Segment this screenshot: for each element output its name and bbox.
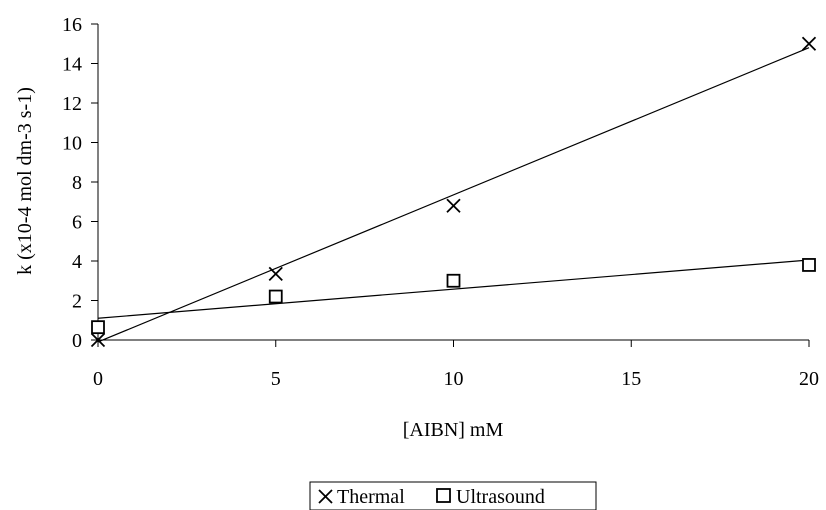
trendline-ultrasound bbox=[97, 259, 810, 319]
data-point-ultrasound bbox=[446, 273, 461, 288]
y-tick-label: 4 bbox=[72, 251, 82, 273]
data-point-thermal bbox=[801, 36, 817, 51]
x-tick-label: 15 bbox=[621, 368, 641, 390]
legend-box bbox=[309, 481, 597, 510]
y-tick-label: 14 bbox=[62, 54, 82, 76]
axes bbox=[91, 23, 810, 347]
trendlines bbox=[97, 47, 810, 343]
data-point-thermal bbox=[90, 332, 106, 348]
x-tick-label: 0 bbox=[93, 368, 103, 390]
data-point-thermal bbox=[268, 266, 283, 281]
y-tick-label: 8 bbox=[72, 172, 82, 194]
data-point-ultrasound bbox=[268, 289, 283, 304]
x-tick-label: 10 bbox=[444, 368, 464, 390]
y-tick-label: 10 bbox=[62, 133, 82, 155]
legend-item-thermal: Thermal bbox=[318, 486, 405, 508]
data-point-thermal bbox=[446, 198, 461, 213]
y-tick-label: 6 bbox=[72, 212, 82, 234]
data-point-ultrasound bbox=[91, 320, 105, 335]
x-tick-label: 20 bbox=[799, 368, 819, 390]
y-axis-label: k (x10-4 mol dm-3 s-1) bbox=[14, 87, 36, 275]
y-tick-label: 12 bbox=[62, 93, 82, 115]
legend-ultrasound-label: Ultrasound bbox=[456, 486, 545, 508]
tick-labels: 0 2 4 6 8 10 12 14 16 0 5 10 15 20 bbox=[62, 14, 819, 390]
y-tick-label: 16 bbox=[62, 14, 82, 36]
trendline-thermal bbox=[97, 47, 810, 343]
y-tick-label: 0 bbox=[72, 330, 82, 352]
y-tick-label: 2 bbox=[72, 291, 82, 313]
legend: Thermal Ultrasound bbox=[309, 481, 597, 510]
legend-item-ultrasound: Ultrasound bbox=[436, 486, 545, 508]
data-points bbox=[90, 36, 817, 348]
x-tick-label: 5 bbox=[271, 368, 281, 390]
x-axis-label: [AIBN] mM bbox=[403, 419, 504, 441]
data-point-ultrasound bbox=[802, 258, 816, 272]
legend-ultrasound-marker bbox=[436, 488, 451, 503]
legend-thermal-label: Thermal bbox=[337, 486, 405, 508]
legend-thermal-marker bbox=[318, 489, 333, 504]
